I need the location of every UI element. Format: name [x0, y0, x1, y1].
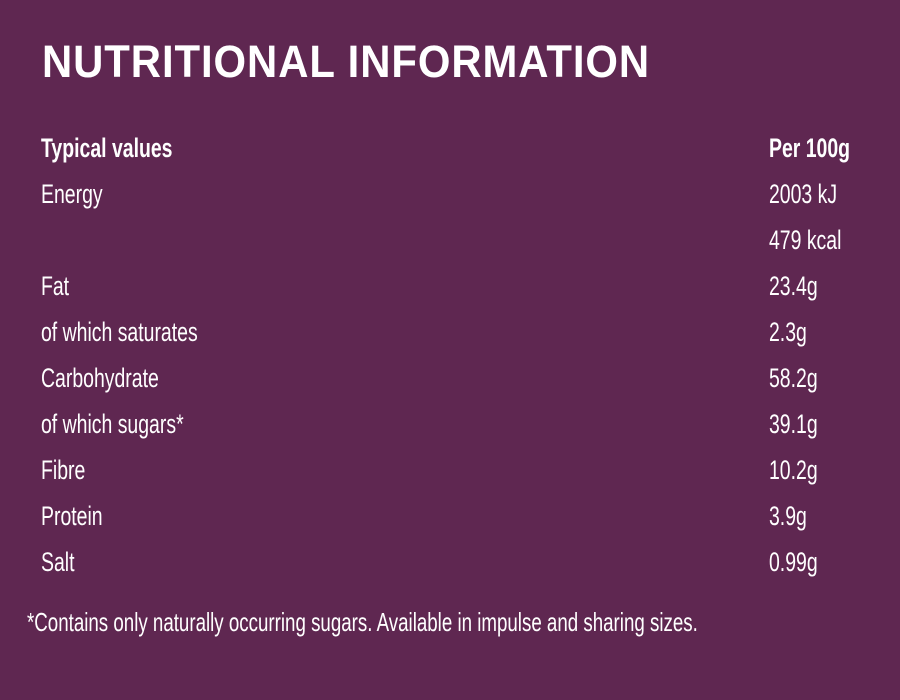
- nutrient-value: 10.2g: [769, 455, 818, 485]
- column-header: Per 100g: [769, 133, 851, 163]
- nutrient-value: 479 kcal: [769, 225, 842, 255]
- footnote: *Contains only naturally occurring sugar…: [27, 607, 698, 637]
- nutrient-label: Salt: [41, 547, 75, 577]
- nutrient-label: Carbohydrate: [41, 363, 159, 393]
- nutrient-label: of which sugars*: [41, 409, 184, 439]
- nutrient-label: Energy: [41, 179, 103, 209]
- nutrient-label: Fat: [41, 271, 70, 301]
- title: NUTRITIONAL INFORMATION: [42, 36, 651, 87]
- nutrient-value: 23.4g: [769, 271, 818, 301]
- nutrient-value: 2003 kJ: [769, 179, 838, 209]
- nutrient-label: of which saturates: [41, 317, 198, 347]
- nutrient-value: 39.1g: [769, 409, 818, 439]
- nutrient-value: 0.99g: [769, 547, 818, 577]
- nutrient-value: 2.3g: [769, 317, 807, 347]
- nutrient-label: Fibre: [41, 455, 86, 485]
- nutrient-label: Protein: [41, 501, 103, 531]
- nutrient-value: 58.2g: [769, 363, 818, 393]
- column-header: Typical values: [41, 133, 173, 163]
- nutrient-value: 3.9g: [769, 501, 807, 531]
